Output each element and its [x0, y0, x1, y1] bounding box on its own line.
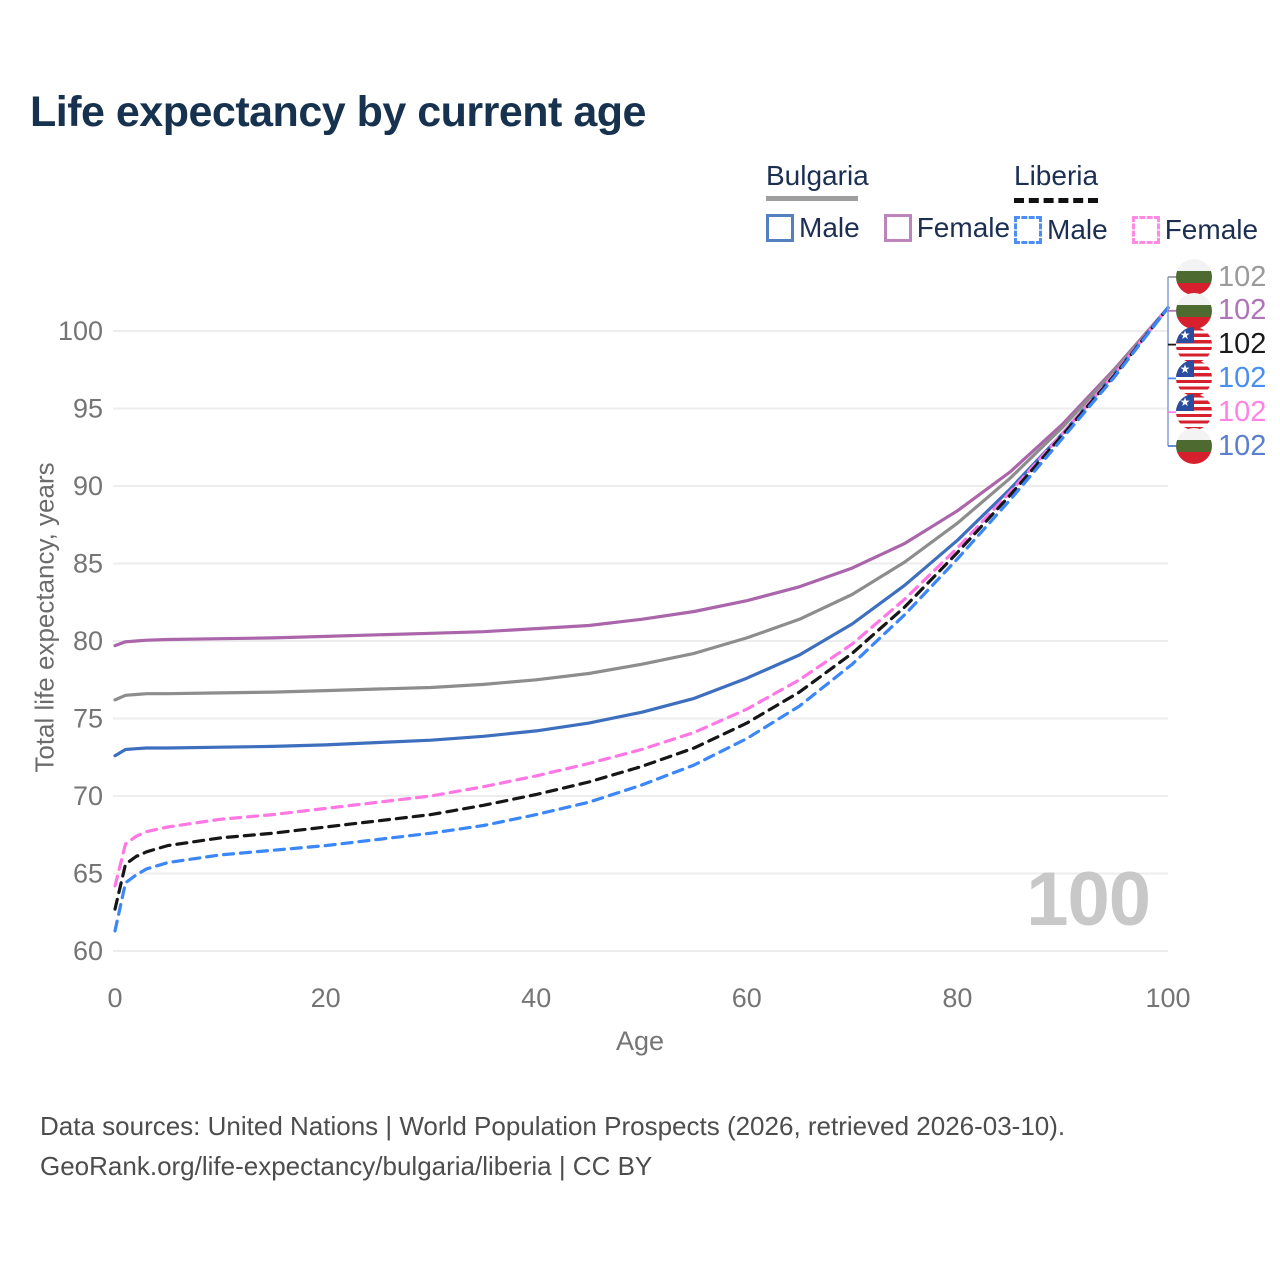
y-tick-label-85: 85	[73, 549, 103, 579]
line-liberia-female[interactable]	[113, 306, 1170, 888]
end-label-liberia-male: ★ 102	[1176, 360, 1267, 397]
legend-group-bulgaria: Bulgaria Male Female	[766, 160, 1034, 244]
end-value: 102	[1218, 260, 1267, 293]
end-value: 102	[1218, 328, 1267, 361]
line-liberia-male[interactable]	[113, 306, 1170, 933]
liberia-star-icon: ★	[1176, 394, 1194, 411]
y-tick-label-60: 60	[73, 936, 103, 966]
legend-item-bulgaria-male[interactable]: Male	[766, 212, 860, 244]
legend-liberia-label[interactable]: Liberia	[1014, 160, 1099, 191]
end-label-liberia-female: ★ 102	[1176, 394, 1267, 431]
y-tick-label-80: 80	[73, 626, 103, 656]
legend-label-liberia-male: Male	[1047, 214, 1108, 245]
bulgaria-male-swatch-icon	[766, 214, 794, 242]
line-liberia-both[interactable]	[113, 306, 1170, 911]
legend-label-bulgaria-female: Female	[916, 212, 1011, 243]
x-tick-label-60: 60	[732, 983, 762, 1013]
x-tick-label-0: 0	[107, 983, 122, 1013]
footer-data-sources: Data sources: United Nations | World Pop…	[40, 1111, 1066, 1141]
x-axis-title: Age	[615, 1026, 665, 1056]
x-tick-label-20: 20	[311, 983, 341, 1013]
end-value: 102	[1218, 429, 1267, 462]
liberia-male-swatch-icon	[1014, 216, 1042, 244]
y-tick-label-70: 70	[73, 781, 103, 811]
y-tick-label-100: 100	[58, 316, 103, 346]
y-tick-label-95: 95	[73, 394, 103, 424]
line-bulgaria-male[interactable]	[113, 306, 1170, 758]
liberia-dashed-line-sample	[1014, 198, 1098, 203]
bulgaria-flag-icon	[1176, 259, 1212, 295]
line-bulgaria-female[interactable]	[113, 306, 1170, 648]
legend-group-liberia: Liberia Male Female	[1014, 160, 1280, 246]
page-title: Life expectancy by current age	[30, 88, 646, 136]
end-label-liberia-both: ★ 102	[1176, 326, 1267, 363]
bulgaria-female-swatch-icon	[883, 214, 912, 242]
end-label-bulgaria-male: 102	[1176, 428, 1266, 464]
bulgaria-flag-icon	[1176, 428, 1212, 464]
bulgaria-flag-icon	[1176, 292, 1212, 329]
legend-label-liberia-female: Female	[1164, 214, 1259, 245]
footer-attribution: GeoRank.org/life-expectancy/bulgaria/lib…	[40, 1151, 653, 1181]
x-tick-label-80: 80	[942, 983, 972, 1013]
liberia-female-swatch-icon	[1131, 216, 1160, 244]
end-value: 102	[1218, 361, 1267, 394]
x-tick-label-100: 100	[1145, 983, 1190, 1013]
liberia-flag-icon: ★	[1176, 360, 1212, 397]
legend-item-liberia-female[interactable]: Female	[1131, 214, 1259, 246]
legend-label-bulgaria-male: Male	[799, 212, 860, 243]
liberia-star-icon: ★	[1176, 326, 1194, 344]
x-tick-label-40: 40	[521, 983, 551, 1013]
footer: Data sources: United Nations | World Pop…	[40, 1106, 1065, 1186]
end-value: 102	[1218, 395, 1267, 428]
bulgaria-solid-line-sample	[766, 196, 858, 201]
y-tick-label-65: 65	[73, 859, 103, 889]
line-bulgaria-both[interactable]	[113, 306, 1170, 702]
end-label-bulgaria-female: 102	[1176, 292, 1267, 329]
end-value: 102	[1218, 294, 1267, 327]
y-tick-label-75: 75	[73, 704, 103, 734]
age-watermark: 100	[1026, 857, 1151, 942]
y-axis-title: Total life expectancy, years	[29, 462, 60, 773]
liberia-star-icon: ★	[1176, 360, 1194, 377]
legend-item-bulgaria-female[interactable]: Female	[883, 212, 1011, 244]
legend-bulgaria-label[interactable]: Bulgaria	[766, 160, 869, 191]
y-tick-label-90: 90	[73, 471, 103, 501]
legend-item-liberia-male[interactable]: Male	[1014, 214, 1108, 246]
end-label-bulgaria-both: 102	[1176, 259, 1266, 295]
liberia-flag-icon: ★	[1176, 326, 1212, 363]
liberia-flag-icon: ★	[1176, 394, 1212, 431]
